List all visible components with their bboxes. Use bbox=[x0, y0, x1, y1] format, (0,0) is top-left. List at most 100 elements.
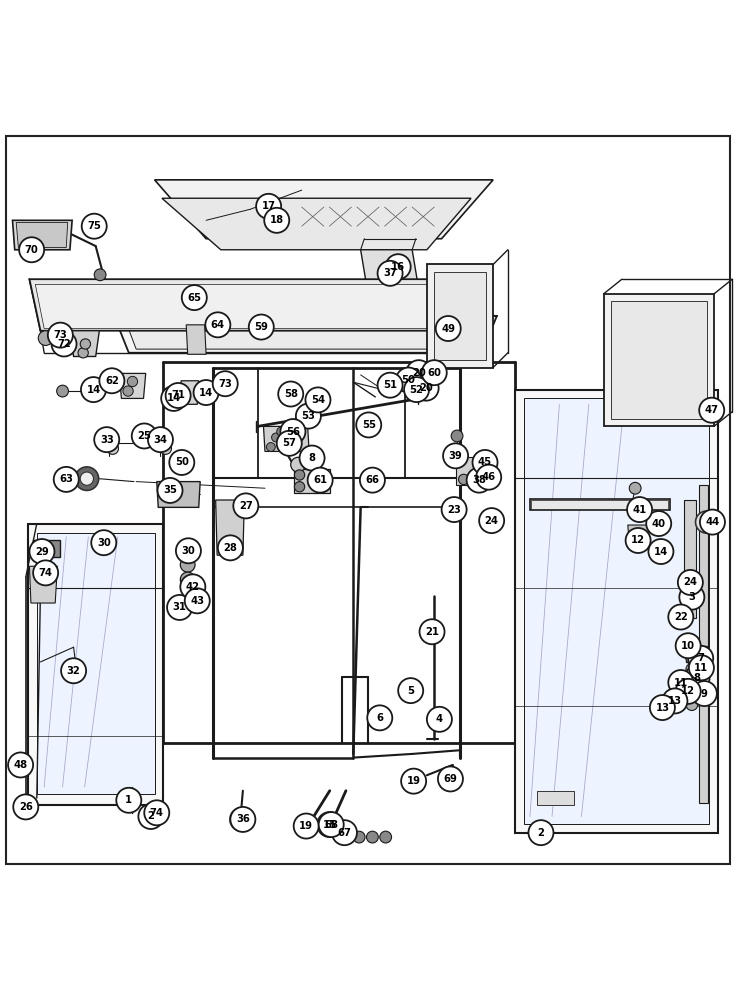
Circle shape bbox=[404, 373, 416, 385]
Circle shape bbox=[459, 474, 469, 485]
Circle shape bbox=[127, 376, 138, 387]
Circle shape bbox=[277, 427, 286, 436]
Text: 42: 42 bbox=[185, 582, 200, 592]
Polygon shape bbox=[216, 500, 244, 555]
Circle shape bbox=[319, 470, 329, 480]
Circle shape bbox=[528, 820, 553, 845]
Text: 60: 60 bbox=[428, 368, 441, 378]
Circle shape bbox=[48, 323, 73, 348]
Text: 46: 46 bbox=[481, 472, 496, 482]
Circle shape bbox=[300, 446, 325, 471]
Polygon shape bbox=[29, 566, 57, 603]
Text: 2: 2 bbox=[147, 811, 155, 821]
Polygon shape bbox=[119, 373, 146, 398]
Text: 68: 68 bbox=[324, 820, 339, 830]
Circle shape bbox=[442, 497, 467, 522]
Circle shape bbox=[233, 493, 258, 518]
Text: 37: 37 bbox=[383, 268, 397, 278]
Polygon shape bbox=[628, 525, 649, 544]
Circle shape bbox=[378, 261, 403, 286]
Text: 17: 17 bbox=[261, 201, 276, 211]
Text: 12: 12 bbox=[681, 686, 696, 696]
Circle shape bbox=[319, 812, 344, 837]
Text: 14: 14 bbox=[199, 388, 213, 398]
Polygon shape bbox=[263, 426, 309, 451]
Text: 41: 41 bbox=[632, 505, 647, 515]
Text: 23: 23 bbox=[447, 505, 461, 515]
Circle shape bbox=[332, 820, 357, 845]
Circle shape bbox=[380, 831, 392, 843]
Circle shape bbox=[80, 472, 93, 485]
Circle shape bbox=[473, 450, 498, 475]
Text: 28: 28 bbox=[224, 543, 237, 553]
Text: 24: 24 bbox=[683, 577, 698, 587]
Circle shape bbox=[144, 800, 169, 825]
Text: 36: 36 bbox=[236, 814, 250, 824]
Text: 59: 59 bbox=[255, 322, 268, 332]
Polygon shape bbox=[29, 279, 471, 331]
Text: 7: 7 bbox=[697, 653, 704, 663]
Text: 55: 55 bbox=[361, 420, 376, 430]
Circle shape bbox=[398, 678, 423, 703]
Circle shape bbox=[679, 585, 704, 610]
Circle shape bbox=[678, 570, 703, 595]
Circle shape bbox=[317, 812, 342, 837]
Circle shape bbox=[427, 707, 452, 732]
Text: 52: 52 bbox=[410, 385, 423, 395]
Text: 58: 58 bbox=[283, 389, 298, 399]
Text: 12: 12 bbox=[631, 535, 645, 545]
Text: 35: 35 bbox=[163, 485, 177, 495]
Polygon shape bbox=[28, 524, 163, 805]
Text: 29: 29 bbox=[35, 547, 49, 557]
Circle shape bbox=[107, 443, 118, 454]
Circle shape bbox=[451, 430, 463, 442]
Polygon shape bbox=[16, 223, 68, 248]
Text: 70: 70 bbox=[25, 245, 38, 255]
Text: 50: 50 bbox=[402, 375, 415, 385]
Circle shape bbox=[166, 383, 191, 408]
Circle shape bbox=[696, 511, 718, 533]
Circle shape bbox=[194, 380, 219, 405]
Circle shape bbox=[291, 457, 305, 472]
Text: 20: 20 bbox=[412, 368, 425, 378]
Text: 43: 43 bbox=[190, 596, 205, 606]
Circle shape bbox=[662, 688, 687, 713]
Circle shape bbox=[390, 376, 405, 391]
Text: 15: 15 bbox=[322, 820, 337, 830]
Circle shape bbox=[684, 666, 710, 691]
Text: 9: 9 bbox=[701, 689, 708, 699]
Polygon shape bbox=[686, 646, 707, 662]
Polygon shape bbox=[515, 390, 718, 833]
Text: 6: 6 bbox=[376, 713, 383, 723]
Text: 53: 53 bbox=[302, 411, 315, 421]
Circle shape bbox=[185, 588, 210, 613]
Circle shape bbox=[218, 535, 243, 560]
Polygon shape bbox=[125, 320, 486, 349]
Circle shape bbox=[272, 433, 280, 442]
Polygon shape bbox=[155, 180, 493, 239]
Circle shape bbox=[356, 412, 381, 437]
Text: 21: 21 bbox=[425, 627, 439, 637]
Circle shape bbox=[80, 339, 91, 349]
Text: 13: 13 bbox=[655, 703, 670, 713]
Circle shape bbox=[386, 254, 411, 279]
Polygon shape bbox=[604, 294, 714, 426]
Text: U: U bbox=[42, 542, 52, 555]
Text: 74: 74 bbox=[38, 568, 53, 578]
Circle shape bbox=[123, 386, 133, 396]
Circle shape bbox=[38, 331, 53, 345]
Text: 13: 13 bbox=[668, 696, 682, 706]
Polygon shape bbox=[611, 301, 707, 419]
Text: 30: 30 bbox=[97, 538, 110, 548]
Polygon shape bbox=[684, 500, 696, 618]
Text: 51: 51 bbox=[383, 380, 397, 390]
Text: 71: 71 bbox=[171, 390, 185, 400]
Circle shape bbox=[648, 539, 673, 564]
Circle shape bbox=[94, 269, 106, 281]
Circle shape bbox=[360, 468, 385, 493]
Text: 34: 34 bbox=[153, 435, 168, 445]
Polygon shape bbox=[70, 331, 99, 356]
Circle shape bbox=[436, 316, 461, 341]
Circle shape bbox=[308, 468, 333, 493]
Circle shape bbox=[396, 368, 421, 393]
